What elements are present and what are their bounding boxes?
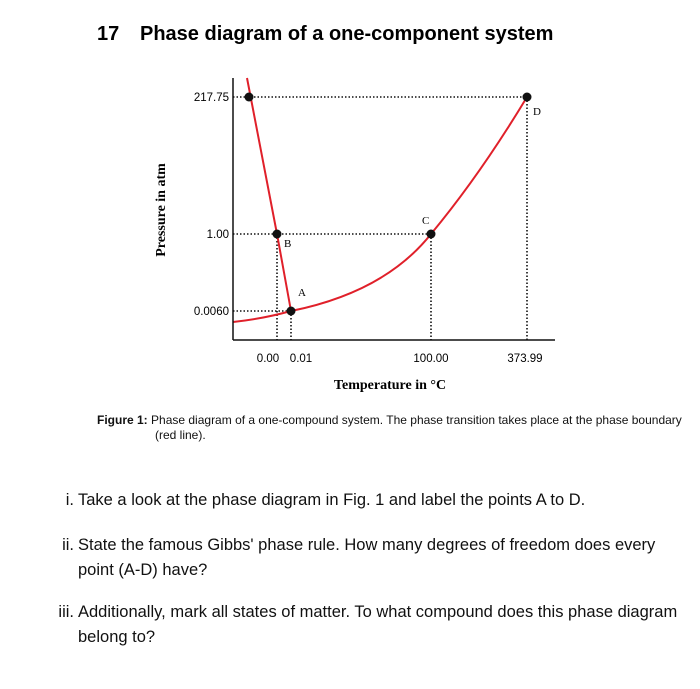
point: [522, 92, 532, 102]
y-tick-label: 217.75: [194, 92, 229, 104]
question-text: Additionally, mark all states of matter.…: [78, 603, 678, 646]
x-tick-label: 100.00: [413, 353, 448, 365]
y-tick-label: 0.0060: [194, 306, 229, 318]
point: [272, 229, 282, 239]
question-marker: ii.: [62, 536, 74, 554]
point-label: C: [422, 215, 429, 227]
vapor-curve: [290, 96, 528, 312]
point-label: D: [533, 106, 541, 118]
point-label: A: [298, 287, 306, 299]
x-tick-label: 373.99: [507, 353, 542, 365]
point: [286, 306, 296, 316]
question-marker: i.: [65, 491, 74, 509]
x-axis-label: Temperature in °C: [334, 378, 446, 393]
caption: Figure 1: Phase diagram of a one-compoun…: [97, 413, 695, 443]
question: i. Take a look at the phase diagram in Fi…: [50, 488, 680, 513]
problem-title: Phase diagram of a one-component system: [140, 23, 553, 45]
question-text: State the famous Gibbs' phase rule. How …: [78, 536, 656, 579]
question: iii. Additionally, mark all states of mat…: [50, 600, 680, 650]
point: [426, 229, 436, 239]
point-label: B: [284, 238, 291, 250]
point: [244, 92, 254, 102]
problem-number: 17: [97, 23, 119, 45]
y-tick-label: 1.00: [207, 229, 229, 241]
caption-label: Figure 1:: [97, 413, 148, 427]
question-marker: iii.: [58, 603, 74, 621]
fusion-curve: [246, 77, 292, 312]
x-tick-label: 0.00: [257, 353, 279, 365]
question-text: Take a look at the phase diagram in Fig.…: [78, 491, 586, 509]
x-tick-label: 0.01: [290, 353, 312, 365]
sublimation-curve: [232, 310, 292, 323]
caption-text: Phase diagram of a one-compound system. …: [151, 413, 682, 442]
y-axis-label: Pressure in atm: [154, 163, 169, 257]
question: ii. State the famous Gibbs' phase rule. H…: [50, 533, 680, 583]
